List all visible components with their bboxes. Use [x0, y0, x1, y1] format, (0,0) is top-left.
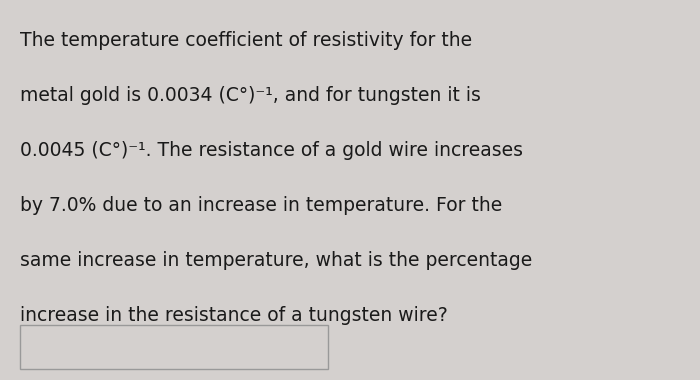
Text: metal gold is 0.0034 (C°)⁻¹, and for tungsten it is: metal gold is 0.0034 (C°)⁻¹, and for tun… — [20, 86, 480, 105]
Text: same increase in temperature, what is the percentage: same increase in temperature, what is th… — [20, 251, 532, 270]
FancyBboxPatch shape — [20, 325, 328, 369]
Text: 0.0045 (C°)⁻¹. The resistance of a gold wire increases: 0.0045 (C°)⁻¹. The resistance of a gold … — [20, 141, 523, 160]
Text: by 7.0% due to an increase in temperature. For the: by 7.0% due to an increase in temperatur… — [20, 196, 502, 215]
Text: increase in the resistance of a tungsten wire?: increase in the resistance of a tungsten… — [20, 306, 447, 325]
Text: The temperature coefficient of resistivity for the: The temperature coefficient of resistivi… — [20, 31, 472, 50]
